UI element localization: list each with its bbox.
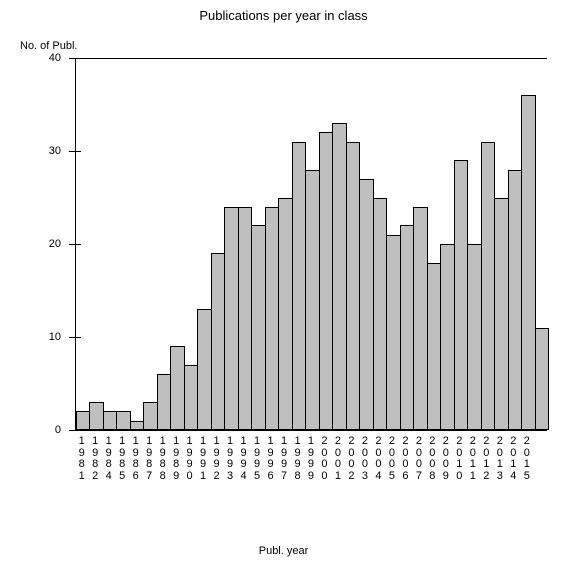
y-tick [75, 151, 81, 152]
x-axis-line [75, 430, 547, 431]
y-tick [75, 58, 81, 59]
x-tick-label: 2002 [345, 436, 358, 482]
x-tick-label: 2015 [520, 436, 533, 482]
bar [130, 421, 144, 430]
bar [143, 402, 157, 430]
x-axis-label: Publ. year [0, 545, 567, 557]
x-tick-label: 2011 [466, 436, 479, 482]
bar [211, 253, 225, 430]
plot-area [75, 58, 547, 430]
x-tick-label: 1982 [88, 436, 101, 482]
y-tick-label: 30 [21, 145, 61, 157]
y-tick-label: 40 [21, 52, 61, 64]
x-tick-label: 1984 [102, 436, 115, 482]
bar [332, 123, 346, 430]
bar [116, 411, 130, 430]
x-tick-label: 2009 [439, 436, 452, 482]
x-tick-label: 1993 [223, 436, 236, 482]
bar [184, 365, 198, 430]
x-tick-label: 1997 [277, 436, 290, 482]
y-axis-label: No. of Publ. [20, 40, 77, 52]
bar [454, 160, 468, 430]
bar [521, 95, 535, 430]
bar [427, 263, 441, 430]
x-tick-label: 2005 [385, 436, 398, 482]
bar [103, 411, 117, 430]
x-tick-label: 2004 [372, 436, 385, 482]
x-tick-label: 2012 [480, 436, 493, 482]
bar [535, 328, 549, 430]
x-tick-label: 1990 [183, 436, 196, 482]
bar [89, 402, 103, 430]
bar [238, 207, 252, 430]
y-tick [75, 244, 81, 245]
bar [481, 142, 495, 430]
bar [413, 207, 427, 430]
bar [265, 207, 279, 430]
bar [292, 142, 306, 430]
bar [508, 170, 522, 430]
chart-container: Publications per year in class No. of Pu… [0, 0, 567, 567]
x-tick-label: 1992 [210, 436, 223, 482]
x-tick-label: 1989 [169, 436, 182, 482]
bar [305, 170, 319, 430]
x-tick-label: 1996 [264, 436, 277, 482]
x-tick-label: 1991 [196, 436, 209, 482]
bar [373, 198, 387, 431]
bar [494, 198, 508, 431]
x-tick-label: 2006 [399, 436, 412, 482]
bar [251, 225, 265, 430]
x-tick-label: 1981 [75, 436, 88, 482]
bar [400, 225, 414, 430]
y-tick-label: 20 [21, 238, 61, 250]
bar [319, 132, 333, 430]
bar [386, 235, 400, 430]
x-tick-label: 2008 [426, 436, 439, 482]
x-tick-label: 2007 [412, 436, 425, 482]
bar [346, 142, 360, 430]
bar [440, 244, 454, 430]
x-tick-label: 1994 [237, 436, 250, 482]
bar [157, 374, 171, 430]
y-tick-label: 0 [21, 424, 61, 436]
x-tick-label: 1988 [156, 436, 169, 482]
x-tick-label: 1999 [304, 436, 317, 482]
x-tick-label: 1986 [129, 436, 142, 482]
x-tick-label: 2014 [507, 436, 520, 482]
y-tick-label: 10 [21, 331, 61, 343]
x-tick-label: 1995 [250, 436, 263, 482]
bar [224, 207, 238, 430]
x-tick-label: 1985 [115, 436, 128, 482]
bar [359, 179, 373, 430]
y-tick [75, 337, 81, 338]
bar [76, 411, 90, 430]
x-tick-label: 2000 [318, 436, 331, 482]
x-tick-label: 1998 [291, 436, 304, 482]
x-tick-label: 2013 [493, 436, 506, 482]
x-tick-label: 1987 [142, 436, 155, 482]
x-tick-label: 2003 [358, 436, 371, 482]
bar [467, 244, 481, 430]
x-tick-label: 2001 [331, 436, 344, 482]
bar [170, 346, 184, 430]
x-tick-label: 2010 [453, 436, 466, 482]
bar [278, 198, 292, 431]
chart-title: Publications per year in class [0, 8, 567, 23]
bar [197, 309, 211, 430]
